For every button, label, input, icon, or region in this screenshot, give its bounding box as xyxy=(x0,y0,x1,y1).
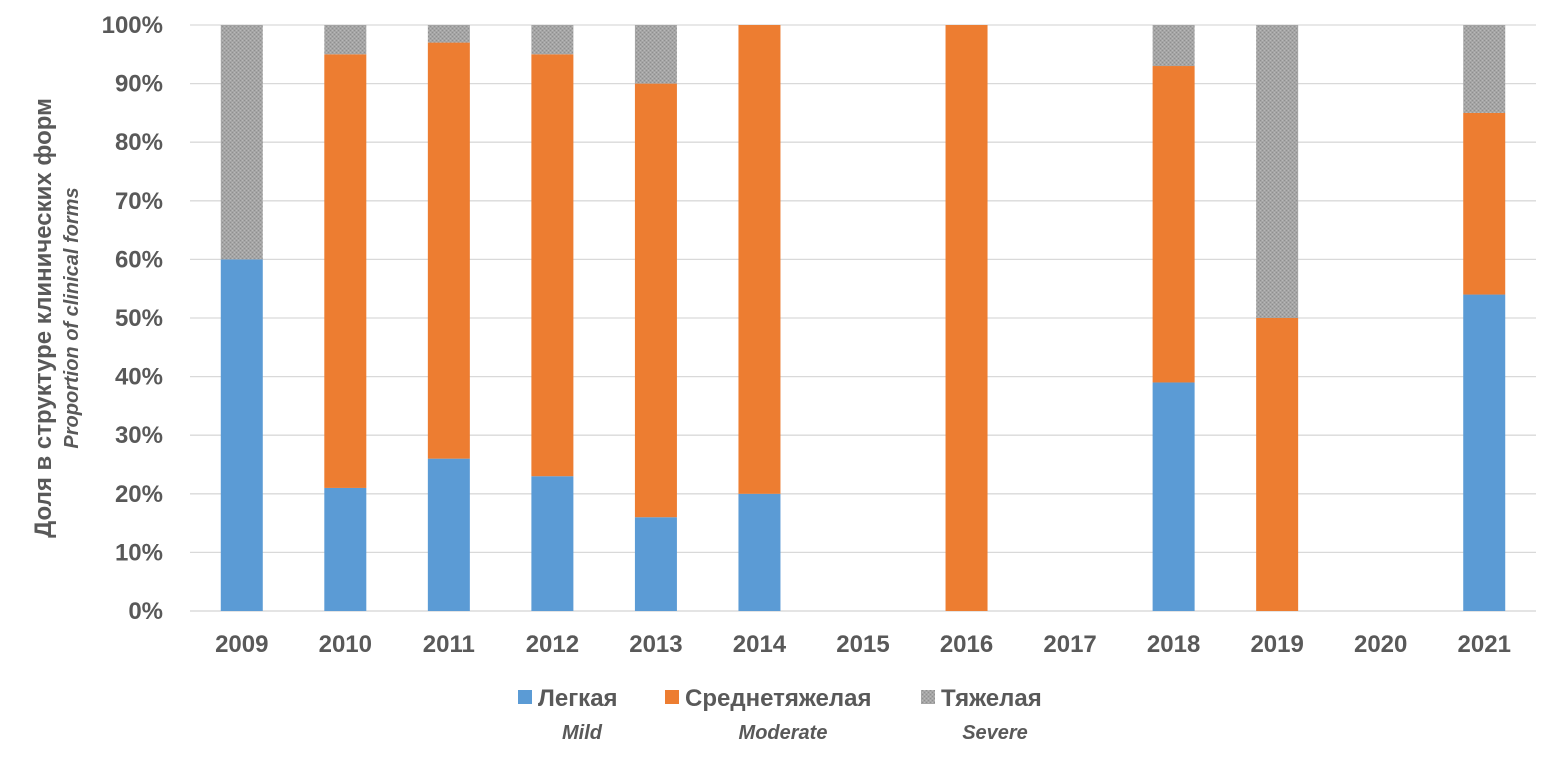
y-axis-label-ru: Доля в структуре клинических форм xyxy=(30,98,57,538)
bar-2011-series-2 xyxy=(427,25,470,43)
y-tick-label: 30% xyxy=(115,422,163,449)
bar-2018-series-1 xyxy=(1152,66,1195,383)
y-tick-label: 20% xyxy=(115,481,163,508)
bar-2012-series-0 xyxy=(531,476,574,611)
bar-2021-series-1 xyxy=(1463,112,1506,295)
bar-2013-series-2 xyxy=(634,25,677,84)
bar-2014-series-0 xyxy=(738,493,781,611)
legend-label: Легкая xyxy=(538,685,618,712)
bar-2010-series-2 xyxy=(324,25,367,55)
x-tick-label: 2011 xyxy=(423,631,475,658)
bar-2013-series-1 xyxy=(634,83,677,518)
bar-2018-series-0 xyxy=(1152,382,1195,611)
y-tick-label: 60% xyxy=(115,246,163,273)
bar-2021-series-2 xyxy=(1463,25,1506,113)
bar-2011-series-1 xyxy=(427,42,470,459)
bar-2016-series-1 xyxy=(945,25,988,611)
y-axis-label: Доля в структуре клинических форм Propor… xyxy=(30,98,83,538)
x-tick-label: 2015 xyxy=(836,631,889,658)
bar-2011-series-0 xyxy=(427,458,470,611)
y-tick-label: 70% xyxy=(115,188,163,215)
y-tick-label: 90% xyxy=(115,71,163,98)
bar-2021-series-0 xyxy=(1463,294,1506,611)
y-axis-ticks: 0% 10% 20% 30% 40% 50% 60% 70% 80% 90% 100% xyxy=(102,12,163,625)
x-tick-label: 2019 xyxy=(1250,631,1303,658)
bar-2010-series-1 xyxy=(324,54,367,488)
legend-swatch xyxy=(518,690,532,704)
legend-item-2: Тяжелая Severe xyxy=(921,685,1042,744)
bars xyxy=(220,25,1506,611)
x-tick-label: 2009 xyxy=(215,631,268,658)
legend: Легкая Mild Среднетяжелая Moderate Тяжелая Se… xyxy=(518,685,1042,744)
x-tick-label: 2018 xyxy=(1147,631,1200,658)
legend-label-en: Severe xyxy=(962,722,1028,744)
legend-label: Тяжелая xyxy=(941,685,1042,712)
y-tick-label: 10% xyxy=(115,539,163,566)
y-tick-label: 0% xyxy=(128,598,163,625)
bar-2010-series-0 xyxy=(324,487,367,611)
y-axis-label-en: Proportion of clinical forms xyxy=(61,187,83,448)
x-tick-label: 2016 xyxy=(940,631,993,658)
bar-2014-series-1 xyxy=(738,25,781,494)
bar-2018-series-2 xyxy=(1152,25,1195,67)
bar-2019-series-1 xyxy=(1256,318,1299,611)
y-tick-label: 50% xyxy=(115,305,163,332)
y-tick-label: 40% xyxy=(115,364,163,391)
bar-2013-series-0 xyxy=(634,517,677,611)
legend-swatch xyxy=(921,690,935,704)
bar-2019-series-2 xyxy=(1256,25,1299,318)
x-tick-label: 2020 xyxy=(1354,631,1407,658)
x-tick-label: 2012 xyxy=(526,631,579,658)
legend-item-0: Легкая Mild xyxy=(518,685,618,744)
legend-item-1: Среднетяжелая Moderate xyxy=(665,685,872,744)
x-tick-label: 2017 xyxy=(1043,631,1096,658)
x-tick-label: 2014 xyxy=(733,631,787,658)
legend-label-en: Moderate xyxy=(739,722,828,744)
bar-2009-series-2 xyxy=(220,25,263,260)
legend-swatch xyxy=(665,690,679,704)
y-tick-label: 100% xyxy=(102,12,163,39)
legend-label: Среднетяжелая xyxy=(685,685,872,712)
bar-2012-series-2 xyxy=(531,25,574,55)
bar-2012-series-1 xyxy=(531,54,574,477)
x-tick-label: 2010 xyxy=(319,631,372,658)
x-axis-ticks: 2009 2010 2011 2012 2013 2014 2015 2016 2017 2018… xyxy=(215,631,1511,658)
bar-2009-series-0 xyxy=(220,259,263,611)
gridlines xyxy=(190,24,1536,612)
legend-label-en: Mild xyxy=(562,722,603,744)
x-tick-label: 2021 xyxy=(1458,631,1511,658)
y-tick-label: 80% xyxy=(115,129,163,156)
x-tick-label: 2013 xyxy=(629,631,682,658)
